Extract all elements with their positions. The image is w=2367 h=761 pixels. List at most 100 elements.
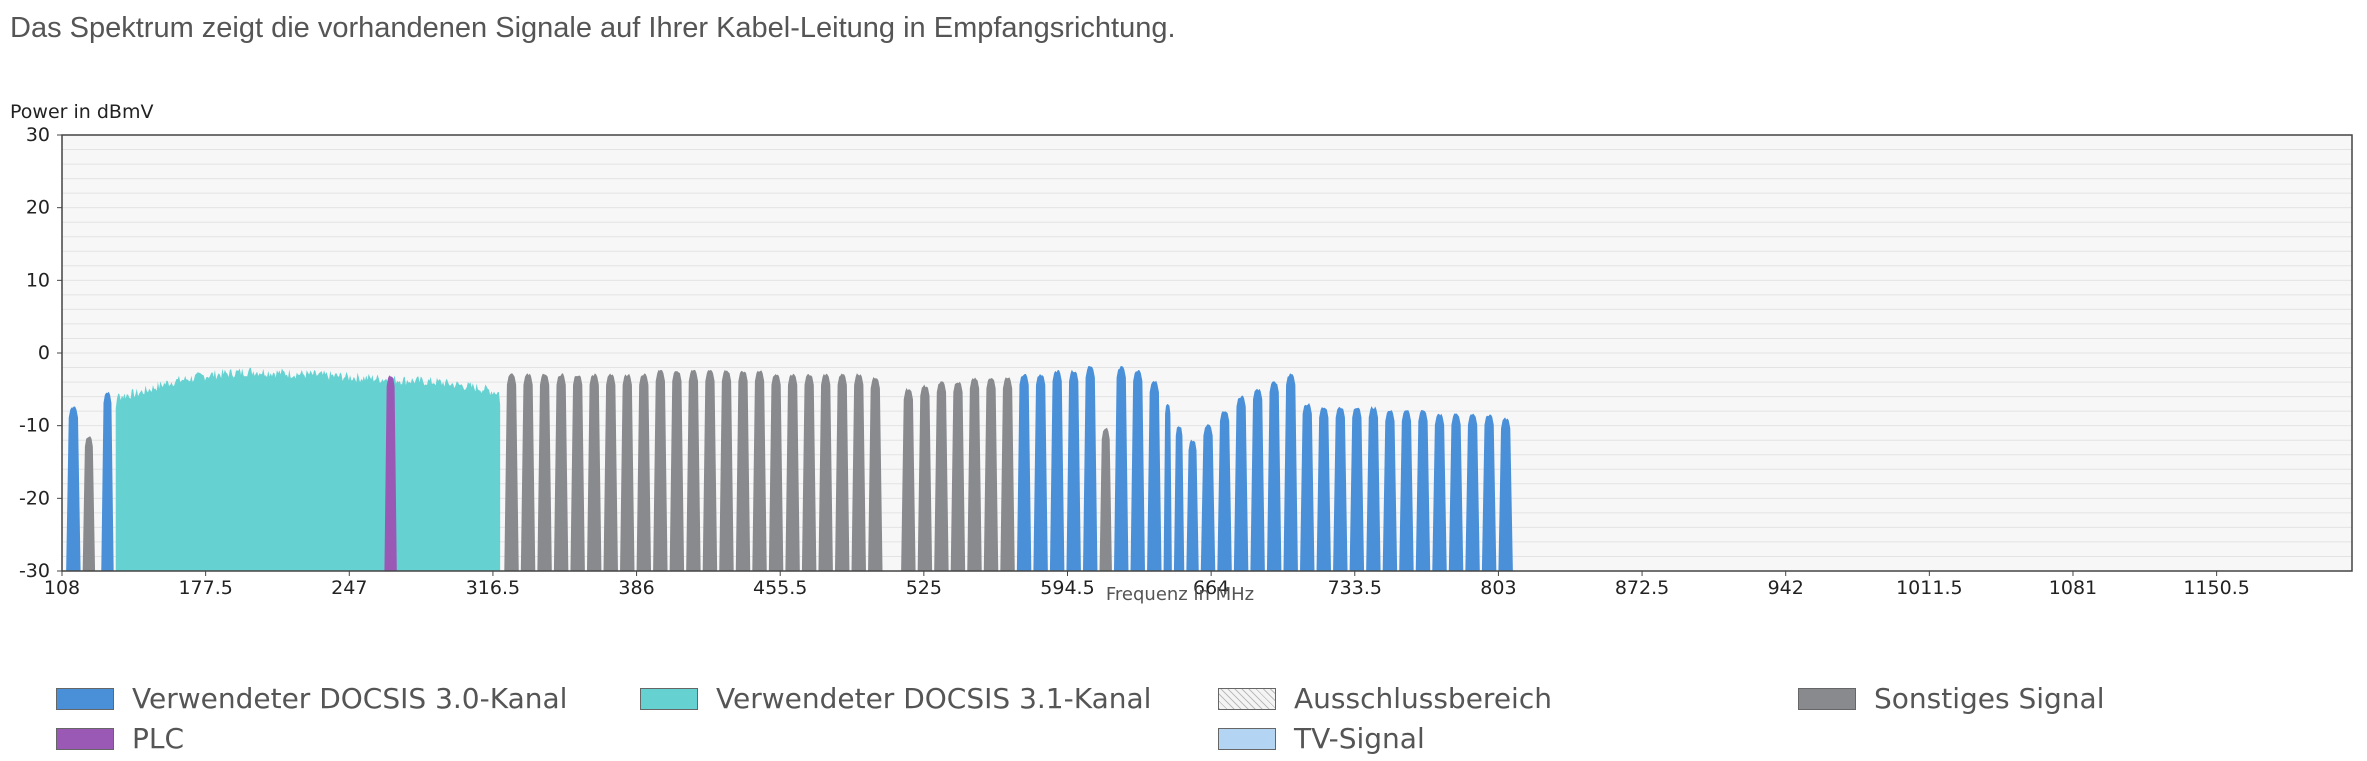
channel-other-4-2 xyxy=(537,373,552,571)
legend-item-docsis30: Verwendeter DOCSIS 3.0-Kanal xyxy=(56,682,567,715)
x-axis: 108 177.5 247 316.5 386 455.5 525 594.5 664 733.5… xyxy=(44,571,2250,599)
channel-docsis30-0-0 xyxy=(66,406,81,571)
spectrum-chart: Power in dBmV 108 177.5 247 316.5 386 455.5 52… xyxy=(10,101,2353,605)
x-tick-label: 1081 xyxy=(2049,577,2097,599)
x-tick-label: 664 xyxy=(1193,577,1229,599)
channel-other-4-24 xyxy=(917,384,933,571)
channel-docsis30-5-26 xyxy=(1448,413,1464,571)
channel-docsis30-5-11 xyxy=(1200,424,1216,571)
channel-docsis30-5-15 xyxy=(1266,381,1282,571)
x-tick-label: 177.5 xyxy=(178,577,232,599)
x-tick-label: 872.5 xyxy=(1615,577,1669,599)
channel-other-4-9 xyxy=(653,369,668,571)
channel-docsis30-5-19 xyxy=(1333,406,1348,571)
channel-docsis30-5-7 xyxy=(1147,380,1162,571)
channel-docsis30-5-14 xyxy=(1250,388,1265,571)
channel-docsis30-0-1 xyxy=(101,391,114,571)
channel-other-4-10 xyxy=(669,371,685,571)
channel-other-1-0 xyxy=(82,436,96,571)
legend-item-plc: PLC xyxy=(56,722,184,755)
channel-other-4-27 xyxy=(967,377,982,571)
channel-other-4-6 xyxy=(603,373,618,571)
channel-other-4-29 xyxy=(1000,377,1015,571)
legend-item-tv: TV-Signal xyxy=(1218,722,1425,755)
channel-docsis30-5-4 xyxy=(1082,366,1098,571)
channel-other-4-21 xyxy=(851,373,866,571)
legend-swatch-excluded xyxy=(1218,687,1276,710)
channel-other-4-16 xyxy=(768,374,784,571)
x-tick-label: 733.5 xyxy=(1328,577,1382,599)
channel-docsis30-5-16 xyxy=(1283,373,1298,571)
x-tick-label: 1150.5 xyxy=(2183,577,2249,599)
legend-label-plc: PLC xyxy=(132,722,185,755)
channel-docsis30-5-21 xyxy=(1366,406,1381,571)
x-tick-label: 803 xyxy=(1480,577,1516,599)
channel-docsis30-5-12 xyxy=(1217,411,1232,571)
channel-other-4-1 xyxy=(520,373,536,571)
y-tick-label: 10 xyxy=(26,269,50,291)
y-axis: 30 20 10 0 -10 -20 -30 xyxy=(19,124,62,582)
channel-other-4-20 xyxy=(834,373,850,571)
x-tick-label: 525 xyxy=(906,577,942,599)
x-tick-label: 942 xyxy=(1768,577,1804,599)
channel-docsis30-5-1 xyxy=(1033,374,1048,571)
legend-label-other: Sonstiges Signal xyxy=(1874,682,2105,715)
x-tick-label: 594.5 xyxy=(1040,577,1094,599)
legend-label-docsis30: Verwendeter DOCSIS 3.0-Kanal xyxy=(132,682,568,715)
x-tick-label: 386 xyxy=(618,577,654,599)
channel-docsis30-5-25 xyxy=(1432,413,1447,571)
channel-other-4-8 xyxy=(636,373,652,571)
channel-other-4-3 xyxy=(553,373,569,571)
channel-other-4-23 xyxy=(901,387,916,571)
page-description: Das Spektrum zeigt die vorhandenen Signa… xyxy=(10,12,1176,44)
channel-other-4-0 xyxy=(504,373,519,571)
channel-other-4-18 xyxy=(801,373,817,571)
channel-other-4-13 xyxy=(719,369,734,571)
legend-swatch-tv xyxy=(1218,727,1276,750)
channel-other-4-17 xyxy=(785,373,800,571)
x-tick-label: 455.5 xyxy=(753,577,807,599)
channel-docsis30-5-20 xyxy=(1349,407,1365,571)
channel-other-4-19 xyxy=(818,373,833,571)
legend-label-excluded: Ausschlussbereich xyxy=(1294,682,1552,715)
channel-other-4-12 xyxy=(702,370,718,571)
channel-other-4-28 xyxy=(983,377,999,571)
channel-docsis30-5-0 xyxy=(1016,374,1032,571)
y-tick-label: 30 xyxy=(26,124,50,146)
channel-other-4-22 xyxy=(868,377,883,571)
legend-swatch-other xyxy=(1798,687,1856,710)
legend-swatch-docsis31 xyxy=(640,687,698,710)
legend-item-other: Sonstiges Signal xyxy=(1798,682,2105,715)
series-layer xyxy=(66,366,1513,571)
y-tick-label: 20 xyxy=(26,197,50,219)
y-tick-label: -30 xyxy=(19,560,50,582)
channel-plc-3-0 xyxy=(384,375,397,571)
channel-docsis30-5-8 xyxy=(1163,404,1172,571)
channel-docsis30-5-5 xyxy=(1113,366,1129,571)
legend-label-tv: TV-Signal xyxy=(1294,722,1425,755)
y-tick-label: -20 xyxy=(19,487,50,509)
legend-label-docsis31: Verwendeter DOCSIS 3.1-Kanal xyxy=(716,682,1152,715)
channel-docsis30-5-6 xyxy=(1130,370,1145,571)
channel-docsis30-5-22 xyxy=(1382,410,1398,571)
legend-item-docsis31: Verwendeter DOCSIS 3.1-Kanal xyxy=(640,682,1151,715)
x-tick-label: 247 xyxy=(331,577,367,599)
x-tick-label: 316.5 xyxy=(466,577,520,599)
channel-other-4-25 xyxy=(934,381,949,571)
band-docsis31-0 xyxy=(115,367,501,571)
legend-item-excluded: Ausschlussbereich xyxy=(1218,682,1552,715)
legend-swatch-docsis30 xyxy=(56,687,114,710)
channel-other-4-4 xyxy=(570,375,585,571)
channel-docsis30-5-23 xyxy=(1399,410,1414,571)
channel-docsis30-5-3 xyxy=(1066,369,1081,571)
x-tick-label: 1011.5 xyxy=(1896,577,1962,599)
y-tick-label: 0 xyxy=(38,342,50,364)
channel-other-4-26 xyxy=(950,381,966,571)
y-tick-label: -10 xyxy=(19,415,50,437)
channel-docsis30-5-2 xyxy=(1049,369,1065,571)
channel-other-4-7 xyxy=(620,373,635,571)
channel-other-4-11 xyxy=(686,369,701,571)
channel-other-4-5 xyxy=(586,373,602,571)
channel-other-4-15 xyxy=(752,370,767,571)
channel-docsis30-5-27 xyxy=(1465,413,1480,571)
